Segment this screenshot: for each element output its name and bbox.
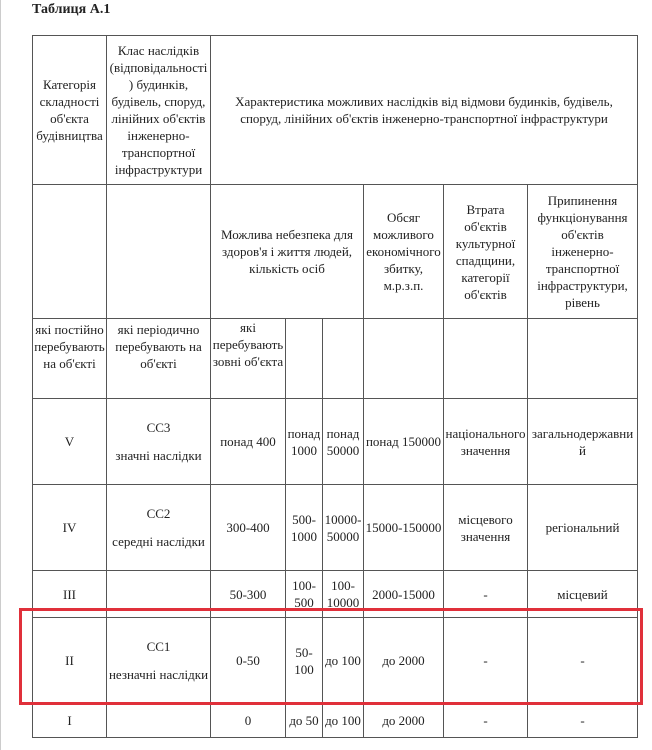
header-permanent: які постійно перебувають на об'єкті [32, 318, 107, 399]
header-outside: які перебувають зовні об'єкта [210, 318, 286, 399]
header-empty [443, 318, 528, 399]
class-code: CC3 [146, 419, 171, 435]
cell-economic: до 2000 [363, 703, 444, 738]
consequence-class-table: Категорія складності об'єкта будівництва… [32, 35, 638, 738]
header-empty [285, 318, 323, 399]
cell-heritage: національного значення [443, 398, 528, 485]
cell-heritage: - [443, 703, 528, 738]
cell-permanent: 0-50 [210, 617, 286, 704]
cell-class: CC2 середні наслідки [106, 484, 211, 571]
cell-class: CC1 незначні наслідки [106, 617, 211, 704]
cell-class: CC3 значні наслідки [106, 398, 211, 485]
cell-infrastructure: - [527, 617, 638, 704]
cell-heritage: місцевого значення [443, 484, 528, 571]
cell-periodic: понад 1000 [285, 398, 323, 485]
header-empty [32, 184, 107, 319]
table-row: V CC3 значні наслідки понад 400 понад 100… [32, 398, 638, 485]
table-row: IV CC2 середні наслідки 300-400 500-1000 … [32, 484, 638, 571]
header-empty [106, 184, 211, 319]
cell-infrastructure: загальнодержавний [527, 398, 638, 485]
class-name: значні наслідки [115, 447, 202, 463]
cell-outside: понад 50000 [322, 398, 364, 485]
cell-periodic: 500-1000 [285, 484, 323, 571]
table-row: I 0 до 50 до 100 до 2000 - - [32, 703, 638, 738]
class-code: CC1 [146, 638, 171, 654]
cell-outside: до 100 [322, 703, 364, 738]
cell-outside: 10000-50000 [322, 484, 364, 571]
cell-infrastructure: - [527, 703, 638, 738]
header-class: Клас наслідків (відповідальності) будинк… [106, 35, 211, 185]
header-empty [527, 318, 638, 399]
header-danger: Можлива небезпека для здоров'я і життя л… [210, 184, 364, 319]
cell-economic: 15000-150000 [363, 484, 444, 571]
header-periodic: які періодично перебувають на об'єкті [106, 318, 211, 399]
header-economic: Обсяг можливого економічного збитку, м.р… [363, 184, 444, 319]
table-row: II CC1 незначні наслідки 0-50 50-100 до 1… [32, 617, 638, 704]
cell-permanent: 300-400 [210, 484, 286, 571]
cell-permanent: понад 400 [210, 398, 286, 485]
cell-infrastructure: регіональний [527, 484, 638, 571]
cell-category: V [32, 398, 107, 485]
table-title: Таблиця А.1 [32, 2, 111, 17]
highlight-box [19, 608, 643, 705]
header-infrastructure: Припинення функціонування об'єктів інжен… [527, 184, 638, 319]
cell-economic: до 2000 [363, 617, 444, 704]
header-heritage: Втрата об'єктів культурної спадщини, кат… [443, 184, 528, 319]
class-code: CC2 [146, 505, 171, 521]
page-edge [0, 0, 1, 750]
header-characteristics: Характеристика можливих наслідків від ві… [210, 35, 638, 185]
header-empty [322, 318, 364, 399]
cell-economic: понад 150000 [363, 398, 444, 485]
cell-class [106, 703, 211, 738]
header-category: Категорія складності об'єкта будівництва [32, 35, 107, 185]
cell-periodic: до 50 [285, 703, 323, 738]
header-empty [363, 318, 444, 399]
cell-category: I [32, 703, 107, 738]
class-name: середні наслідки [112, 533, 205, 549]
class-name: незначні наслідки [108, 666, 209, 682]
cell-category: IV [32, 484, 107, 571]
cell-permanent: 0 [210, 703, 286, 738]
